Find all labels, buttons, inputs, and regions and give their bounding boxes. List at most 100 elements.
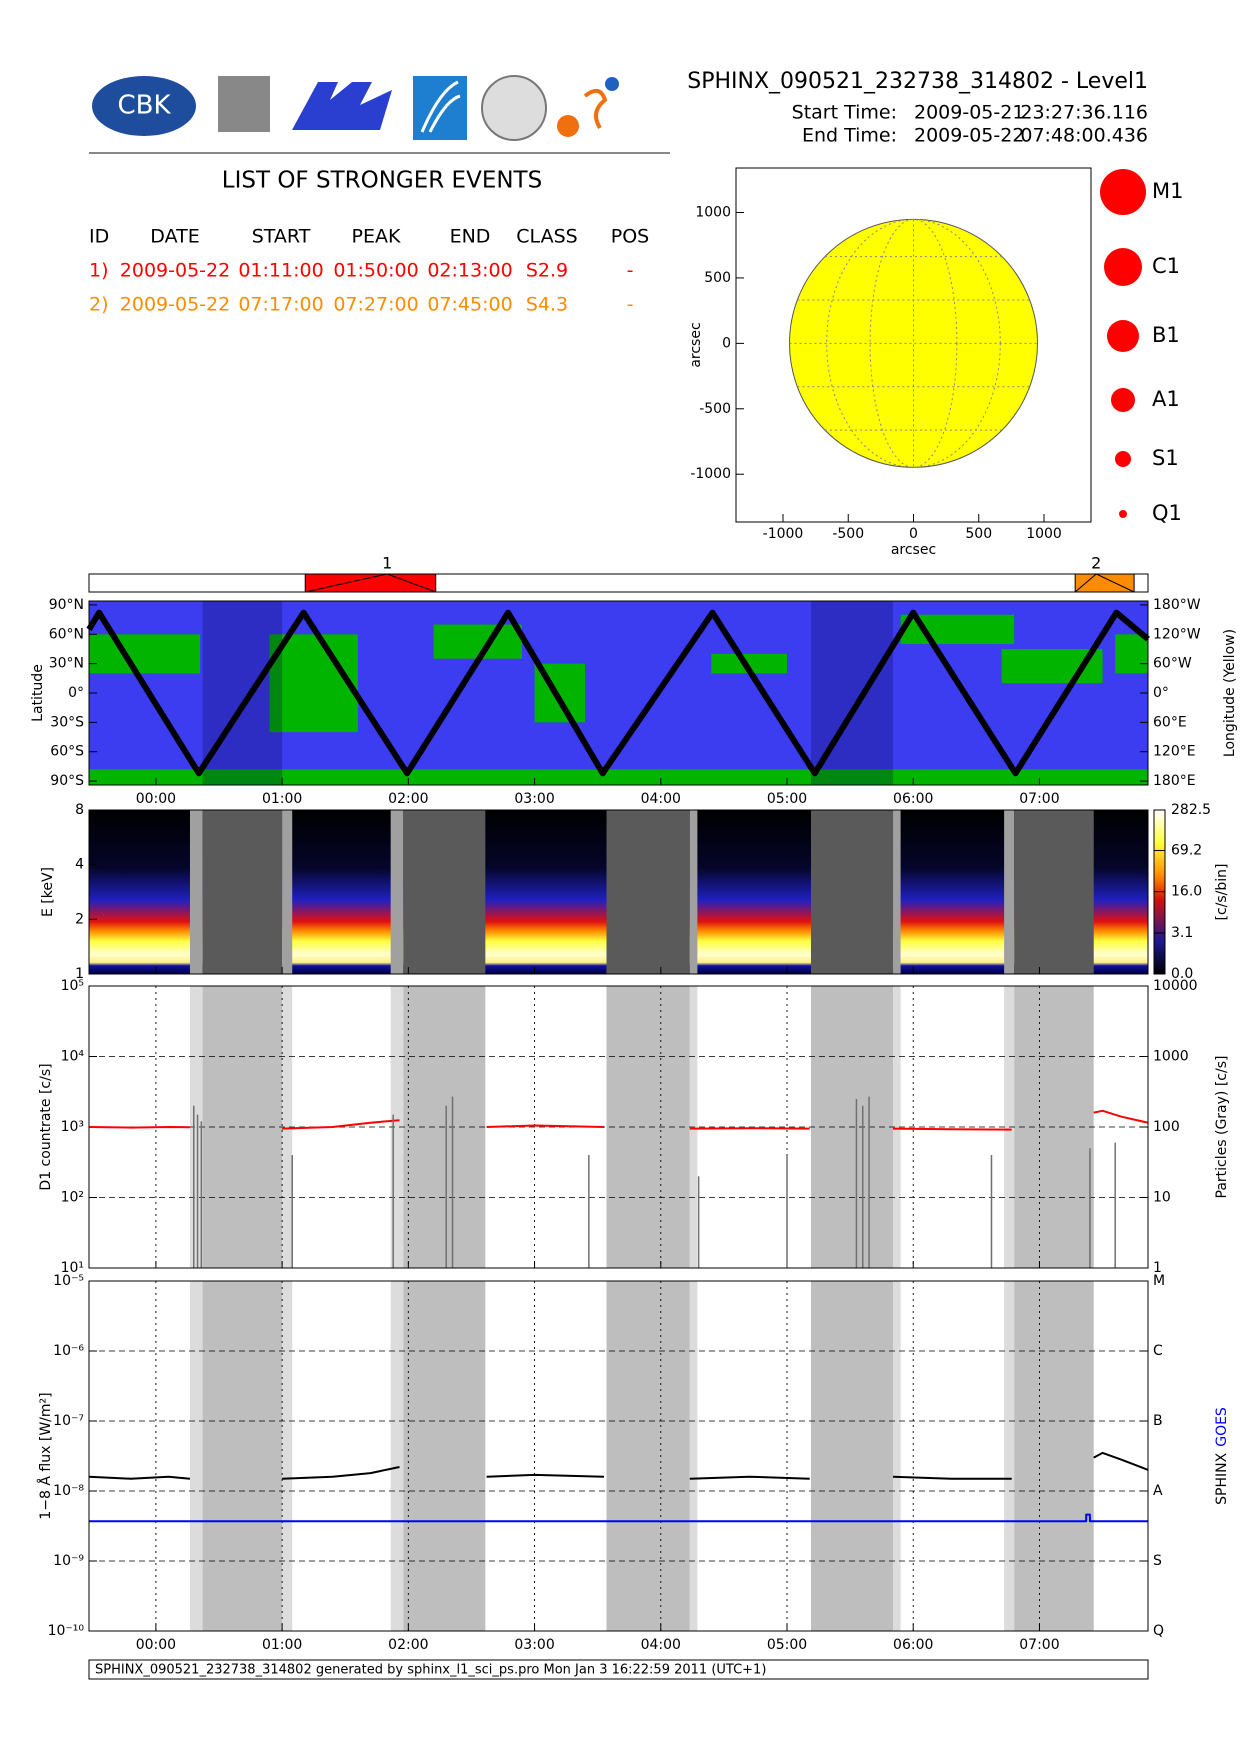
class-label: M1 bbox=[1152, 179, 1183, 203]
y-tick-label: 30°N bbox=[49, 656, 84, 672]
x-tick-label: 06:00 bbox=[893, 791, 933, 807]
class-label: A1 bbox=[1152, 387, 1180, 411]
y-tick-label: 90°S bbox=[50, 773, 84, 789]
footer-box bbox=[88, 1659, 1149, 1680]
x-tick-label: 500 bbox=[965, 526, 992, 542]
shade bbox=[403, 1281, 486, 1631]
y-tick-label: 1000 bbox=[1153, 1049, 1189, 1065]
shade bbox=[1004, 1281, 1015, 1631]
event-span bbox=[1074, 573, 1135, 593]
colorbar-tick-label: 0.0 bbox=[1171, 966, 1193, 982]
x-tick-label: 02:00 bbox=[388, 1637, 428, 1653]
table-cell: 07:27:00 bbox=[333, 294, 418, 316]
colorbar-tick-label: 69.2 bbox=[1171, 843, 1202, 859]
disk-grid bbox=[869, 218, 958, 468]
shade bbox=[189, 810, 203, 974]
shade bbox=[810, 1281, 894, 1631]
y-tick-label: 120°W bbox=[1153, 626, 1201, 642]
y-tick-label: 180°W bbox=[1153, 597, 1201, 613]
x-tick-label: 04:00 bbox=[641, 1637, 681, 1653]
series-line bbox=[88, 1109, 1149, 1131]
column-header: POS bbox=[611, 226, 649, 248]
shade bbox=[390, 810, 404, 974]
x-tick-label: -1000 bbox=[763, 526, 804, 542]
shade bbox=[282, 1281, 293, 1631]
x-tick-label: 0 bbox=[909, 526, 918, 542]
end-date: 2009-05-22 bbox=[914, 125, 1024, 147]
y-tick-label: C bbox=[1153, 1343, 1163, 1359]
shade bbox=[810, 810, 894, 974]
plot-frame bbox=[88, 1280, 1149, 1632]
column-header: PEAK bbox=[352, 226, 401, 248]
x-tick-label: 00:00 bbox=[136, 791, 176, 807]
logos: CBK bbox=[89, 75, 670, 154]
x-tick-label: -500 bbox=[832, 526, 864, 542]
shade bbox=[893, 1281, 901, 1631]
y-tick-label: 500 bbox=[704, 270, 731, 286]
y-tick-label: 4 bbox=[75, 857, 84, 873]
end-label: End Time: bbox=[802, 125, 897, 147]
map-night bbox=[202, 601, 283, 785]
table-cell: 07:45:00 bbox=[427, 294, 512, 316]
y-tick-label: 10² bbox=[61, 1190, 84, 1206]
class-label: C1 bbox=[1152, 254, 1180, 278]
y-tick-label: M bbox=[1153, 1273, 1165, 1289]
event-peak bbox=[305, 573, 436, 593]
logo-mifi bbox=[292, 82, 392, 130]
y-axis-label: Latitude bbox=[30, 664, 46, 722]
x-tick-label: 07:00 bbox=[1019, 791, 1059, 807]
table-cell: S2.9 bbox=[526, 260, 568, 282]
y-tick-label: 8 bbox=[75, 802, 84, 818]
class-marker bbox=[1115, 451, 1131, 467]
logo-dot bbox=[557, 115, 579, 137]
table-cell: 01:11:00 bbox=[238, 260, 323, 282]
y-tick-label: 10⁴ bbox=[61, 1049, 85, 1065]
series-line bbox=[86, 609, 1150, 777]
shade bbox=[606, 1281, 690, 1631]
y-tick-label: 30°S bbox=[50, 714, 84, 730]
footer: SPHINX_090521_232738_314802 generated by… bbox=[95, 1663, 766, 1678]
y-tick-label: 120°E bbox=[1153, 744, 1196, 760]
start-date: 2009-05-21 bbox=[914, 102, 1024, 124]
y-tick-label: 90°N bbox=[49, 597, 84, 613]
y-tick-label: -500 bbox=[699, 401, 731, 417]
column-header: START bbox=[252, 226, 311, 248]
report-title: SPHINX_090521_232738_314802 - Level1 bbox=[687, 69, 1148, 94]
class-label: B1 bbox=[1152, 323, 1180, 347]
x-tick-label: 07:00 bbox=[1019, 1637, 1059, 1653]
y-tick-label: 60°E bbox=[1153, 714, 1187, 730]
legend-entry: SPHINX bbox=[1214, 1452, 1230, 1504]
table-cell: 2009-05-22 bbox=[120, 260, 230, 282]
y-tick-label: 2 bbox=[75, 911, 84, 927]
y-tick-label: 10¹ bbox=[61, 1260, 84, 1276]
x-tick-label: 04:00 bbox=[641, 791, 681, 807]
shade bbox=[689, 810, 698, 974]
y-tick-label: 10⁻⁸ bbox=[53, 1483, 84, 1499]
shade bbox=[390, 1281, 404, 1631]
end-time: 07:48:00.436 bbox=[1020, 125, 1148, 147]
y-tick-label: S bbox=[1153, 1553, 1162, 1569]
map-region bbox=[89, 634, 201, 674]
colorbar-tick-label: 282.5 bbox=[1171, 802, 1211, 818]
y2-axis-label: Particles (Gray) [c/s] bbox=[1214, 1056, 1230, 1199]
class-label: Q1 bbox=[1152, 501, 1182, 525]
class-marker bbox=[1104, 248, 1142, 286]
shade bbox=[202, 810, 283, 974]
x-tick-label: 00:00 bbox=[136, 1637, 176, 1653]
table-cell: - bbox=[627, 294, 634, 316]
table-cell: 1) bbox=[89, 260, 109, 282]
y-tick-label: 60°W bbox=[1153, 656, 1192, 672]
events-title: LIST OF STRONGER EVENTS bbox=[222, 168, 542, 194]
class-label: S1 bbox=[1152, 446, 1179, 470]
logo-cbk bbox=[92, 76, 196, 136]
y-tick-label: A bbox=[1153, 1483, 1163, 1499]
table-cell: S4.3 bbox=[526, 294, 568, 316]
y-tick-label: 10000 bbox=[1153, 978, 1198, 994]
y-tick-label: Q bbox=[1153, 1623, 1164, 1639]
x-tick-label: 06:00 bbox=[893, 1637, 933, 1653]
table-cell: 02:13:00 bbox=[427, 260, 512, 282]
shade bbox=[403, 810, 486, 974]
x-tick-label: 03:00 bbox=[514, 1637, 554, 1653]
legend-entry: GOES bbox=[1214, 1407, 1230, 1447]
